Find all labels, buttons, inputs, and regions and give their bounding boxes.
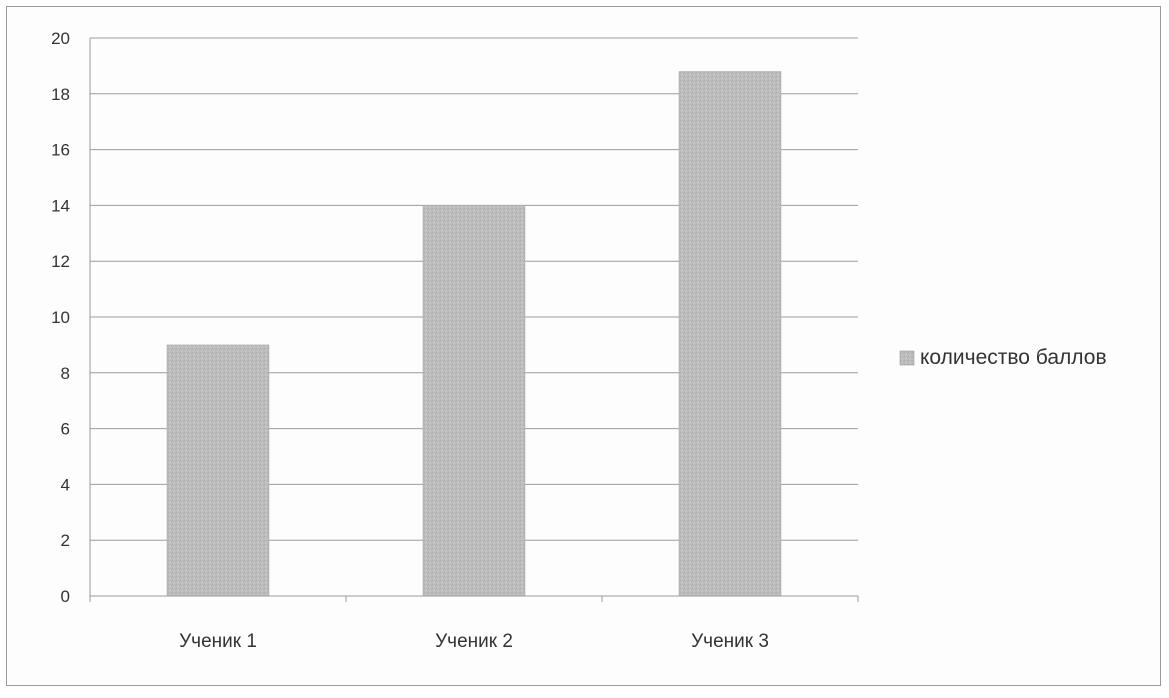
y-tick-label: 4	[61, 475, 70, 494]
y-tick-label: 6	[61, 420, 70, 439]
y-tick-label: 2	[61, 531, 70, 550]
bars	[166, 71, 782, 597]
y-tick-label: 8	[61, 364, 70, 383]
y-tick-label: 0	[61, 587, 70, 606]
bar	[422, 205, 526, 597]
legend: количество баллов	[899, 346, 1107, 369]
x-axis-category-labels: Ученик 1 Ученик 2 Ученик 3	[89, 596, 859, 652]
legend-swatch	[899, 350, 915, 366]
axes	[89, 38, 858, 597]
y-tick-label: 18	[51, 85, 70, 104]
x-category-label: Ученик 2	[435, 631, 513, 652]
bar	[678, 71, 782, 597]
x-category-label: Ученик 1	[179, 631, 257, 652]
y-tick-label: 12	[51, 252, 70, 271]
legend-label: количество баллов	[920, 346, 1107, 369]
y-tick-label: 10	[51, 308, 70, 327]
y-tick-label: 16	[51, 141, 70, 160]
x-category-label: Ученик 3	[691, 631, 769, 652]
y-axis-tick-labels: 0 2 4 6 8 10 12 14 16 18 20	[51, 29, 70, 606]
y-tick-label: 14	[51, 196, 70, 215]
y-tick-label: 20	[51, 29, 70, 48]
bar	[166, 344, 270, 597]
